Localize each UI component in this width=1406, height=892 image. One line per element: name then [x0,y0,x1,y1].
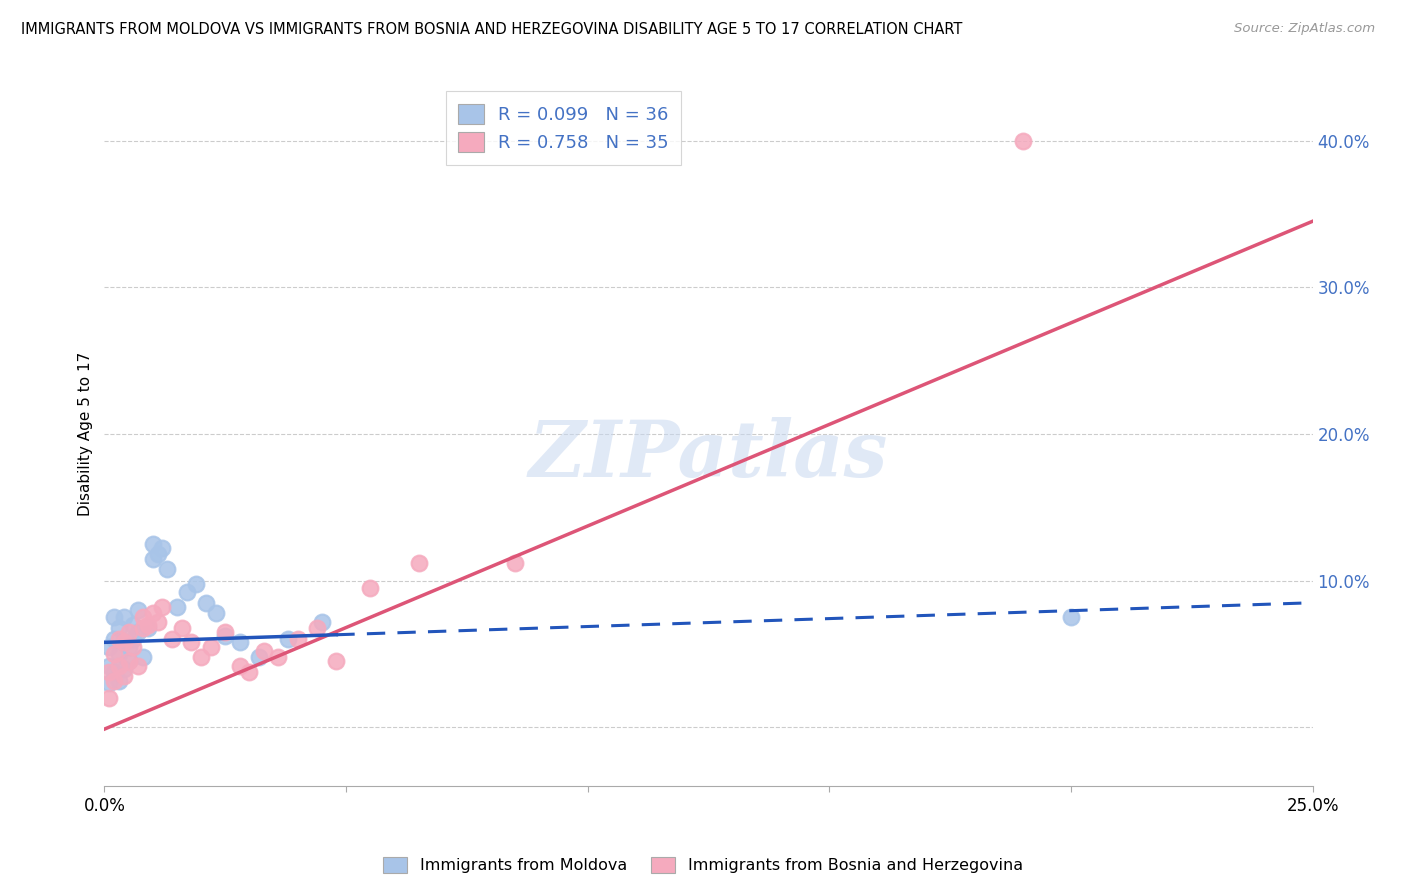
Point [146,615,169,629]
Point [98,658,121,673]
Point [247,650,270,665]
Point [186,576,208,591]
Point [214,630,236,644]
Point [108,621,131,635]
Text: ZIPatlas: ZIPatlas [529,417,889,493]
Point [108,673,131,688]
Point [108,632,131,647]
Point [122,617,145,632]
Point [98,665,121,679]
Point [150,541,173,556]
Point [1011,134,1033,148]
Point [127,603,149,617]
Point [112,635,135,649]
Point [108,647,131,661]
Point [117,640,139,654]
Text: Source: ZipAtlas.com: Source: ZipAtlas.com [1234,22,1375,36]
Point [98,691,121,706]
Y-axis label: Disability Age 5 to 17: Disability Age 5 to 17 [79,352,93,516]
Point [103,647,125,661]
Point [112,635,135,649]
Point [214,625,236,640]
Point [136,617,159,632]
Legend: Immigrants from Moldova, Immigrants from Bosnia and Herzegovina: Immigrants from Moldova, Immigrants from… [377,850,1029,880]
Point [190,650,212,665]
Point [176,585,198,599]
Point [228,658,250,673]
Point [136,621,159,635]
Point [166,600,188,615]
Point [127,625,149,640]
Point [132,621,155,635]
Point [359,581,381,595]
Point [160,632,183,647]
Point [112,610,135,624]
Point [127,658,149,673]
Point [103,665,125,679]
Point [142,551,165,566]
Point [108,658,131,673]
Point [103,632,125,647]
Point [122,640,145,654]
Point [146,547,169,561]
Point [253,644,276,658]
Point [503,556,526,570]
Point [325,655,347,669]
Point [112,669,135,683]
Point [142,537,165,551]
Legend: R = 0.099   N = 36, R = 0.758   N = 35: R = 0.099 N = 36, R = 0.758 N = 35 [446,91,682,165]
Point [103,610,125,624]
Point [200,640,222,654]
Point [305,621,328,635]
Point [156,562,179,576]
Point [180,635,202,649]
Point [98,676,121,690]
Point [142,606,165,620]
Text: IMMIGRANTS FROM MOLDOVA VS IMMIGRANTS FROM BOSNIA AND HERZEGOVINA DISABILITY AGE: IMMIGRANTS FROM MOLDOVA VS IMMIGRANTS FR… [21,22,963,37]
Point [117,625,139,640]
Point [117,655,139,669]
Point [228,635,250,649]
Point [150,600,173,615]
Point [132,610,155,624]
Point [311,615,333,629]
Point [98,640,121,654]
Point [132,650,155,665]
Point [194,596,217,610]
Point [408,556,430,570]
Point [170,621,193,635]
Point [117,655,139,669]
Point [277,632,299,647]
Point [1060,610,1083,624]
Point [103,673,125,688]
Point [238,665,260,679]
Point [287,632,309,647]
Point [122,632,145,647]
Point [204,606,226,620]
Point [112,662,135,676]
Point [267,650,290,665]
